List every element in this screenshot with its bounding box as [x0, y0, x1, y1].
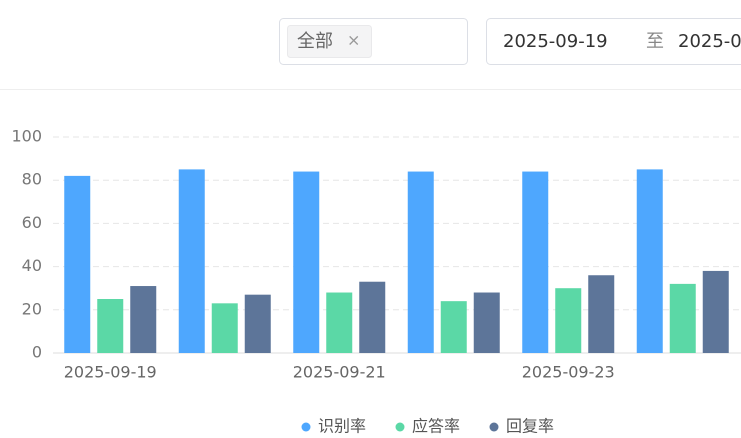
- bar: [407, 171, 434, 353]
- tag-close[interactable]: ×: [347, 31, 360, 50]
- bar: [97, 299, 124, 353]
- bar: [326, 292, 353, 353]
- date-range[interactable]: [486, 18, 741, 65]
- x-tick-label: 2025-09-19: [64, 363, 157, 382]
- legend-marker: [395, 422, 405, 432]
- bar: [588, 275, 615, 353]
- x-tick-label: 2025-09-21: [293, 363, 386, 382]
- y-tick-label: 60: [22, 213, 42, 232]
- bar: [178, 169, 205, 353]
- tag-label: 全部: [297, 31, 333, 52]
- legend-marker: [301, 422, 311, 432]
- y-tick-label: 80: [22, 170, 42, 189]
- range-separator: 至: [646, 31, 664, 52]
- y-tick-label: 100: [11, 127, 42, 146]
- y-tick-label: 0: [32, 343, 42, 362]
- bar: [555, 288, 582, 353]
- bar: [440, 301, 467, 353]
- select-tag: [287, 25, 372, 58]
- legend-label: 识别率: [318, 417, 366, 436]
- bar: [359, 281, 386, 353]
- bar: [636, 169, 663, 353]
- bar: [669, 283, 696, 353]
- legend-label: 应答率: [412, 417, 460, 436]
- bar: [293, 171, 320, 353]
- bar: [64, 175, 91, 353]
- start-date: 2025-09-19: [503, 31, 608, 52]
- legend-marker: [489, 422, 499, 432]
- bar: [702, 270, 729, 353]
- legend-label: 回复率: [506, 417, 554, 436]
- x-tick-label: 2025-09-23: [522, 363, 615, 382]
- bar: [130, 286, 157, 353]
- bar: [522, 171, 549, 353]
- y-tick-label: 20: [22, 299, 42, 318]
- end-date: 2025-0: [678, 31, 741, 52]
- bar: [473, 292, 500, 353]
- bar: [244, 294, 271, 353]
- y-tick-label: 40: [22, 256, 42, 275]
- bar: [211, 303, 238, 353]
